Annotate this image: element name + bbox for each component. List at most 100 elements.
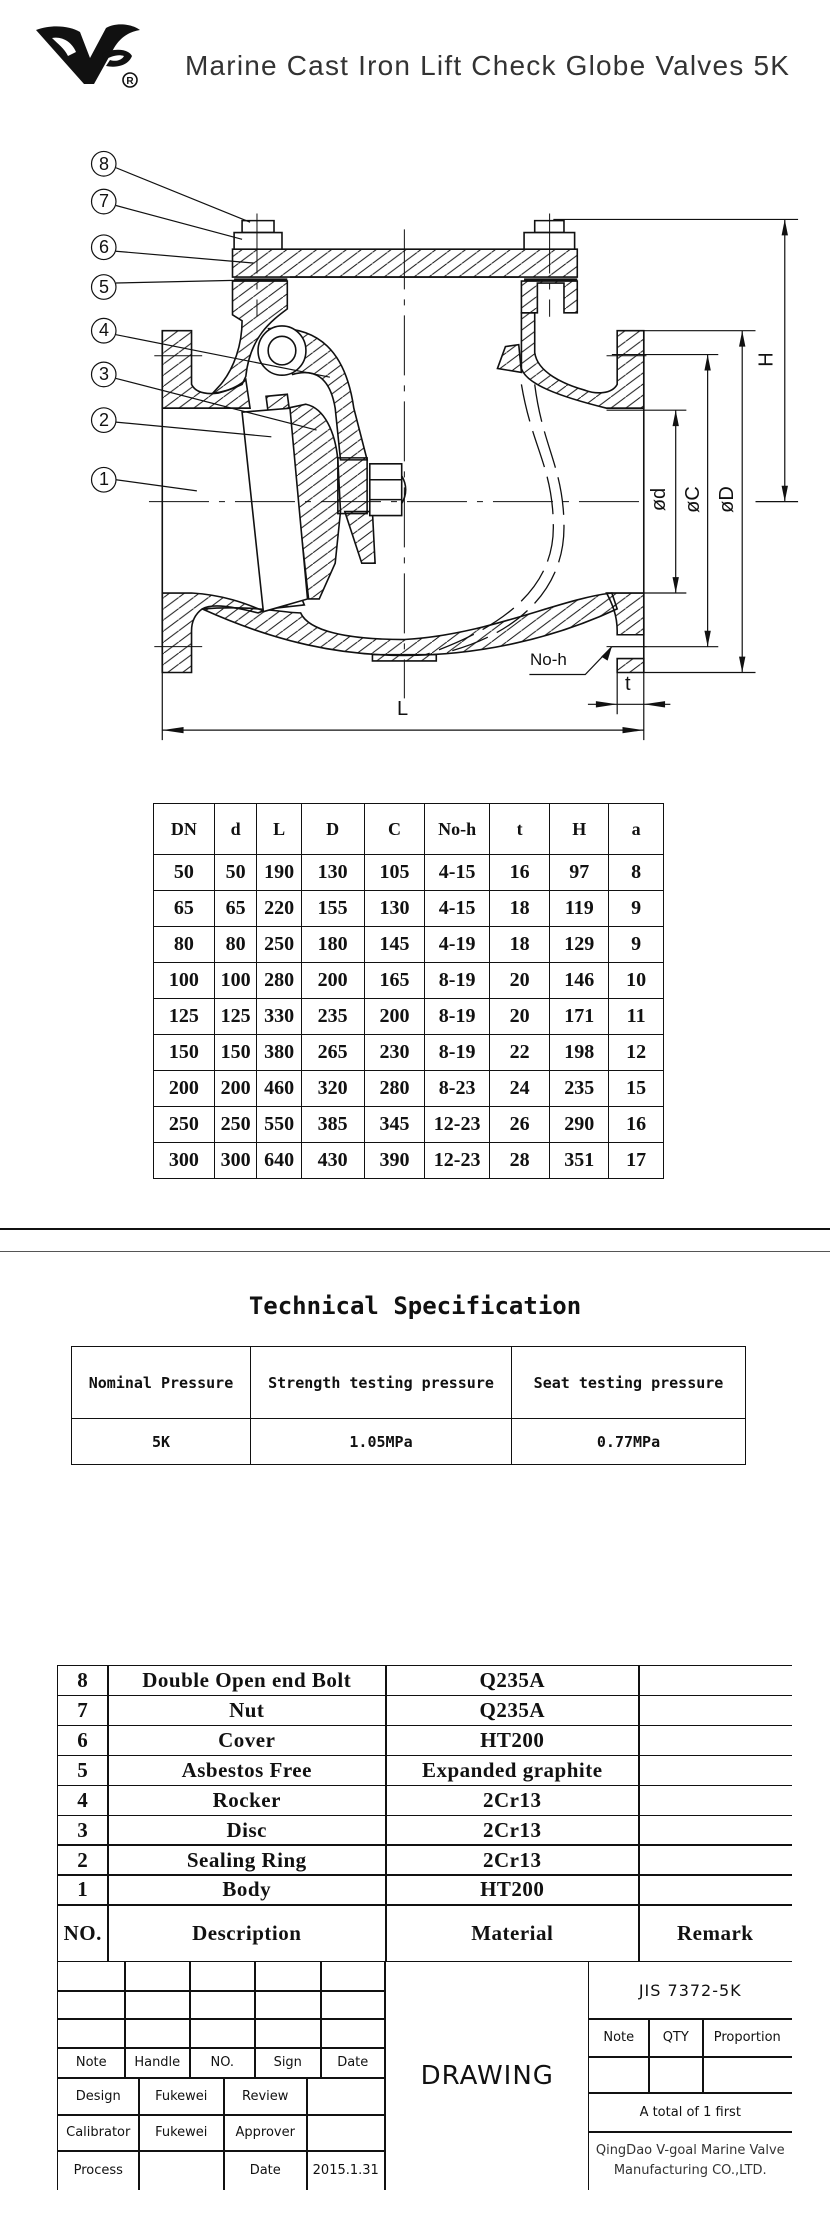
table-cell: 28 [488, 1142, 551, 1179]
body-right-lower-flange [607, 593, 644, 635]
revision-cell [124, 1990, 191, 2020]
table-cell: 385 [300, 1106, 365, 1143]
table-cell: 165 [363, 962, 426, 999]
table-cell: 180 [300, 926, 365, 963]
part-number: 7 [57, 1694, 109, 1727]
part-number: 8 [57, 1665, 109, 1697]
washer [338, 458, 367, 514]
table-cell: 430 [300, 1142, 365, 1179]
table-cell: 50 [153, 854, 215, 891]
table-cell: 8-19 [424, 1034, 490, 1071]
table-cell: 145 [363, 926, 426, 963]
dimension-lines [162, 219, 798, 740]
revision-cell [254, 2018, 322, 2049]
table-cell: 198 [549, 1034, 610, 1071]
revision-cell [124, 1961, 191, 1992]
column-header-d: D [300, 803, 365, 855]
logo-mark: R [36, 24, 140, 88]
signoff-cell [306, 2114, 386, 2152]
info-cell [588, 2056, 650, 2094]
spec-value-seat: 0.77MPa [511, 1418, 746, 1465]
table-cell: 100 [213, 962, 258, 999]
dimension-arrows [162, 219, 788, 734]
table-cell: 640 [256, 1142, 302, 1179]
section-divider [0, 1228, 830, 1230]
table-cell: 300 [213, 1142, 258, 1179]
table-cell: 235 [549, 1070, 610, 1107]
table-cell: 65 [213, 890, 258, 927]
disc-open-position-line [426, 384, 554, 654]
revision-cell [189, 1990, 256, 2020]
part-description: Double Open end Bolt [107, 1665, 387, 1697]
spec-value-nominal: 5K [71, 1418, 251, 1465]
column-header-d: d [213, 803, 258, 855]
parts-header-description: Description [107, 1904, 387, 1963]
spec-header-strength: Strength testing pressure [250, 1346, 512, 1419]
table-cell: 10 [608, 962, 664, 999]
table-cell: 12-23 [424, 1142, 490, 1179]
body-left-neck [213, 281, 287, 393]
part-material: HT200 [385, 1874, 640, 1906]
table-cell: 235 [300, 998, 365, 1035]
valve-cross-section-drawing [0, 130, 830, 750]
parts-header-remark: Remark [638, 1904, 792, 1963]
table-cell: 17 [608, 1142, 664, 1179]
part-remark [638, 1874, 792, 1906]
table-row: 50 50 190 130 105 4-15 16 97 8 [153, 854, 664, 891]
table-cell: 65 [153, 890, 215, 927]
part-description: Asbestos Free [107, 1754, 387, 1787]
table-cell: 300 [153, 1142, 215, 1179]
table-cell: 150 [153, 1034, 215, 1071]
table-cell: 290 [549, 1106, 610, 1143]
column-header-l: L [256, 803, 302, 855]
part-number: 3 [57, 1814, 109, 1846]
part-number: 1 [57, 1874, 109, 1906]
table-cell: 100 [153, 962, 215, 999]
part-material: 2Cr13 [385, 1844, 640, 1876]
column-header-noh: No-h [424, 803, 490, 855]
cover [233, 249, 578, 277]
table-cell: 230 [363, 1034, 426, 1071]
table-row: 125 125 330 235 200 8-19 20 171 11 [153, 998, 664, 1035]
disc-holder [287, 404, 340, 599]
table-cell: 16 [488, 854, 551, 891]
table-cell: 280 [363, 1070, 426, 1107]
column-header-a: a [608, 803, 664, 855]
part-remark [638, 1694, 792, 1727]
body-right-upper-flange [521, 313, 643, 408]
disc-nut [370, 464, 402, 516]
table-cell: 345 [363, 1106, 426, 1143]
signoff-cell: 2015.1.31 [306, 2150, 386, 2190]
body-stop-lug [497, 345, 521, 373]
revision-cell [320, 1961, 386, 1992]
callout-1: 1 [98, 469, 109, 489]
table-cell: 105 [363, 854, 426, 891]
standard-number: JIS 7372-5K [588, 1961, 792, 2020]
column-header-t: t [488, 803, 551, 855]
part-remark [638, 1754, 792, 1787]
table-cell: 20 [488, 998, 551, 1035]
part-material: 2Cr13 [385, 1784, 640, 1816]
nut-left [234, 233, 282, 250]
table-cell: 200 [153, 1070, 215, 1107]
revision-cell [124, 2018, 191, 2049]
lock-plate [345, 512, 375, 564]
spec-table: Nominal Pressure Strength testing pressu… [71, 1346, 746, 1465]
callout-7: 7 [98, 191, 109, 211]
dim-label-no-h: No-h [530, 650, 567, 669]
table-cell: 119 [549, 890, 610, 927]
part-remark [638, 1724, 792, 1757]
callout-4: 4 [98, 320, 109, 340]
table-row: 300 300 640 430 390 12-23 28 351 17 [153, 1142, 664, 1179]
signoff-cell [138, 2150, 225, 2190]
part-material: Q235A [385, 1694, 640, 1727]
callout-8: 8 [98, 154, 109, 174]
column-header-c: C [363, 803, 426, 855]
table-row: 80 80 250 180 145 4-19 18 129 9 [153, 926, 664, 963]
table-cell: 220 [256, 890, 302, 927]
table-cell: 150 [213, 1034, 258, 1071]
table-cell: 130 [363, 890, 426, 927]
svg-text:R: R [126, 76, 134, 87]
signoff-cell: Fukewei [138, 2114, 225, 2152]
body-right-neck [521, 281, 577, 313]
